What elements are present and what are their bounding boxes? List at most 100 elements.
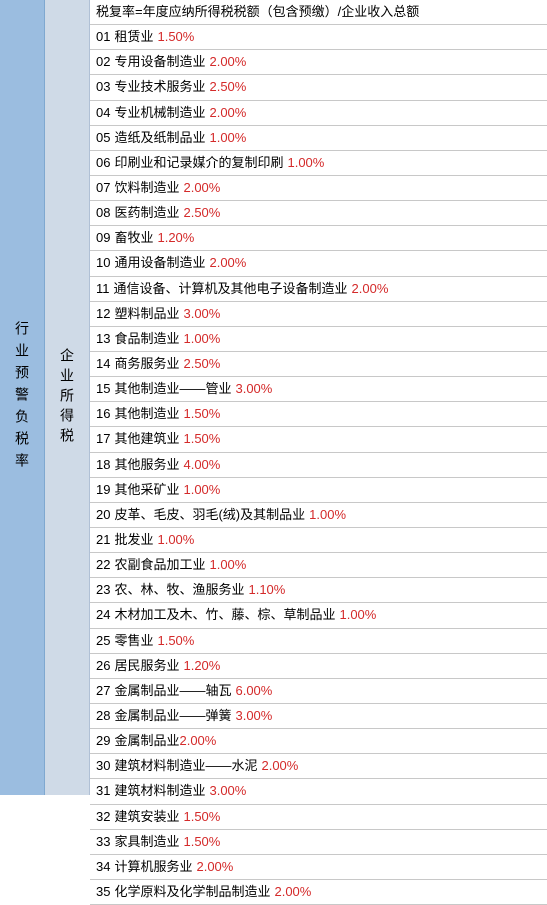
industry-label: 金属制品业——轴瓦: [114, 681, 231, 701]
tax-rate: 3.00%: [209, 781, 246, 801]
row-number: 33: [96, 832, 110, 852]
row-number: 25: [96, 631, 110, 651]
category-label: 行业预警负税率: [12, 321, 32, 475]
tax-rate: 1.50%: [183, 429, 220, 449]
table-row: 03专业技术服务业2.50%: [90, 75, 547, 100]
table-row: 16其他制造业1.50%: [90, 402, 547, 427]
row-number: 22: [96, 555, 110, 575]
row-number: 20: [96, 505, 110, 525]
industry-label: 饮料制造业: [114, 178, 179, 198]
row-number: 23: [96, 580, 110, 600]
rows-host: 01租赁业1.50%02专用设备制造业2.00%03专业技术服务业2.50%04…: [90, 25, 547, 905]
table-row: 27金属制品业——轴瓦6.00%: [90, 679, 547, 704]
industry-label: 居民服务业: [114, 656, 179, 676]
row-number: 08: [96, 203, 110, 223]
row-number: 01: [96, 27, 110, 47]
tax-rate: 1.00%: [157, 530, 194, 550]
table-row: 15其他制造业——管业3.00%: [90, 377, 547, 402]
table-row: 28金属制品业——弹簧3.00%: [90, 704, 547, 729]
industry-label: 通用设备制造业: [114, 253, 205, 273]
industry-label: 建筑材料制造业——水泥: [114, 756, 257, 776]
row-number: 09: [96, 228, 110, 248]
row-number: 02: [96, 52, 110, 72]
row-number: 17: [96, 429, 110, 449]
row-number: 06: [96, 153, 110, 173]
table-row: 18其他服务业4.00%: [90, 453, 547, 478]
table-row: 21批发业1.00%: [90, 528, 547, 553]
industry-label: 专业机械制造业: [114, 103, 205, 123]
row-number: 19: [96, 480, 110, 500]
tax-table-container: 行业预警负税率 企业所得税 税复率=年度应纳所得税税额（包含预缴）/企业收入总额…: [0, 0, 547, 795]
tax-rate: 3.00%: [235, 379, 272, 399]
row-number: 03: [96, 77, 110, 97]
tax-rate: 2.00%: [352, 279, 389, 299]
row-number: 10: [96, 253, 110, 273]
table-row: 07饮料制造业2.00%: [90, 176, 547, 201]
industry-label: 印刷业和记录媒介的复制印刷: [114, 153, 283, 173]
row-number: 27: [96, 681, 110, 701]
tax-rate: 4.00%: [183, 455, 220, 475]
category-column: 行业预警负税率: [0, 0, 45, 795]
tax-rate: 1.50%: [183, 404, 220, 424]
table-row: 33家具制造业1.50%: [90, 830, 547, 855]
tax-type-label: 企业所得税: [57, 348, 77, 448]
industry-label: 塑料制品业: [114, 304, 179, 324]
tax-type-column: 企业所得税: [45, 0, 90, 795]
table-row: 05造纸及纸制品业1.00%: [90, 126, 547, 151]
tax-rate: 2.00%: [183, 178, 220, 198]
tax-rate: 2.00%: [209, 103, 246, 123]
tax-rate: 1.50%: [157, 631, 194, 651]
industry-label: 其他制造业: [114, 404, 179, 424]
tax-rate: 1.00%: [209, 555, 246, 575]
tax-rate: 1.10%: [248, 580, 285, 600]
row-number: 14: [96, 354, 110, 374]
table-row: 25零售业1.50%: [90, 629, 547, 654]
table-row: 08医药制造业2.50%: [90, 201, 547, 226]
table-row: 29金属制品业2.00%: [90, 729, 547, 754]
row-number: 28: [96, 706, 110, 726]
industry-label: 租赁业: [114, 27, 153, 47]
tax-rate: 1.50%: [183, 807, 220, 827]
tax-rate: 1.00%: [209, 128, 246, 148]
tax-rate: 2.00%: [209, 52, 246, 72]
industry-label: 金属制品业: [114, 731, 179, 751]
tax-rate: 1.50%: [183, 832, 220, 852]
industry-label: 造纸及纸制品业: [114, 128, 205, 148]
table-row: 17其他建筑业1.50%: [90, 427, 547, 452]
industry-label: 专业技术服务业: [114, 77, 205, 97]
tax-rate: 1.20%: [157, 228, 194, 248]
row-number: 21: [96, 530, 110, 550]
row-number: 16: [96, 404, 110, 424]
table-row: 31建筑材料制造业3.00%: [90, 779, 547, 804]
industry-label: 其他服务业: [114, 455, 179, 475]
row-number: 04: [96, 103, 110, 123]
table-row: 30建筑材料制造业——水泥2.00%: [90, 754, 547, 779]
table-row: 20皮革、毛皮、羽毛(绒)及其制品业1.00%: [90, 503, 547, 528]
industry-label: 商务服务业: [114, 354, 179, 374]
tax-rate: 2.00%: [261, 756, 298, 776]
row-number: 18: [96, 455, 110, 475]
industry-label: 建筑材料制造业: [114, 781, 205, 801]
table-row: 14商务服务业2.50%: [90, 352, 547, 377]
tax-rate: 2.00%: [274, 882, 311, 902]
tax-rate: 2.00%: [209, 253, 246, 273]
table-row: 04专业机械制造业2.00%: [90, 101, 547, 126]
table-row: 13食品制造业1.00%: [90, 327, 547, 352]
industry-label: 零售业: [114, 631, 153, 651]
table-row: 34计算机服务业2.00%: [90, 855, 547, 880]
row-number: 31: [96, 781, 110, 801]
tax-rate: 2.00%: [179, 731, 216, 751]
row-number: 34: [96, 857, 110, 877]
industry-label: 批发业: [114, 530, 153, 550]
tax-rate: 1.00%: [287, 153, 324, 173]
tax-rate: 1.00%: [309, 505, 346, 525]
row-number: 13: [96, 329, 110, 349]
industry-label: 食品制造业: [114, 329, 179, 349]
industry-label: 通信设备、计算机及其他电子设备制造业: [114, 279, 348, 299]
industry-label: 计算机服务业: [114, 857, 192, 877]
tax-rate: 3.00%: [235, 706, 272, 726]
table-row: 10通用设备制造业2.00%: [90, 251, 547, 276]
industry-label: 其他制造业——管业: [114, 379, 231, 399]
table-row: 19其他采矿业1.00%: [90, 478, 547, 503]
table-row: 09畜牧业1.20%: [90, 226, 547, 251]
